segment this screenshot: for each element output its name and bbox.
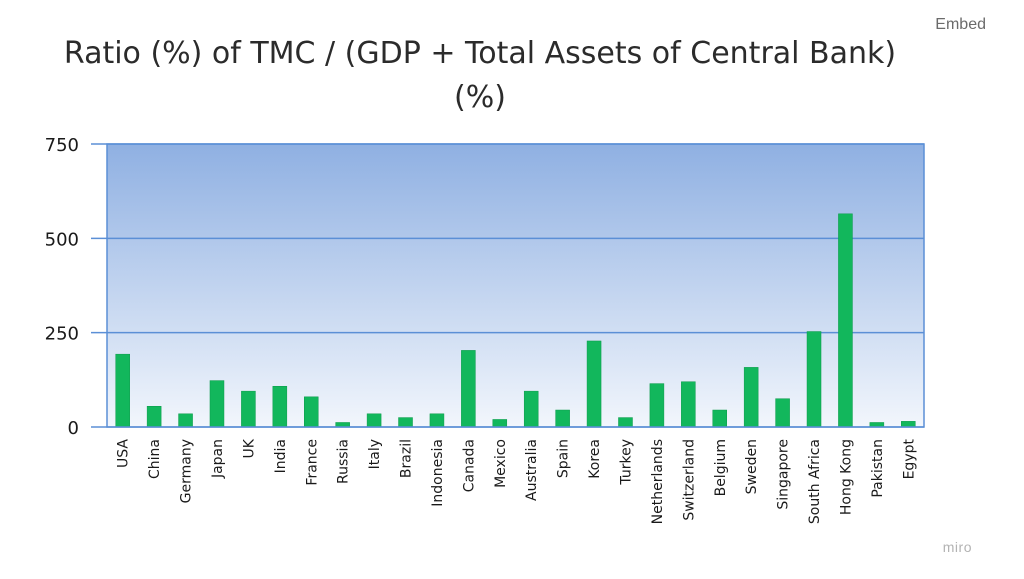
bar-china [146,405,162,428]
x-axis-ticks: USA China Germany Japan UK India France Russia I… [116,438,918,524]
x-tick-label: Russia [336,439,352,484]
bar-india [272,385,288,428]
x-tick-label: Turkey [618,439,634,486]
bar-france [304,396,319,428]
x-tick-label: Sweden [744,439,760,494]
bar-japan [209,380,225,428]
plot-area [107,144,924,427]
bar-switzerland [681,381,696,428]
x-tick-label: Hong Kong [838,439,854,515]
x-tick-label: China [147,439,163,479]
x-tick-label: Italy [367,439,383,469]
x-tick-label: Germany [179,439,195,503]
x-tick-label: Netherlands [650,439,666,524]
bar-mexico [492,419,508,428]
y-tick-label: 500 [45,229,79,250]
chart-title: Ratio (%) of TMC / (GDP + Total Assets o… [63,36,897,115]
bar-hong-kong [838,213,853,428]
bar-belgium [712,409,727,428]
bar-australia [523,390,539,428]
x-tick-label: Indonesia [430,439,446,507]
y-tick-label: 250 [45,324,79,345]
bar-canada [461,350,476,428]
bar-korea [586,340,602,428]
y-tick-label: 0 [68,418,79,439]
miro-watermark: miro [942,539,972,555]
x-tick-label: UK [241,438,257,458]
x-tick-label: Australia [524,439,540,501]
bar-turkey [618,417,633,428]
bar-usa [115,353,130,428]
x-tick-label: Mexico [493,439,509,488]
x-tick-label: France [304,439,320,486]
bar-italy [366,413,382,428]
bar-sweden [743,367,759,428]
bar-spain [555,409,570,428]
x-tick-label: Pakistan [870,439,886,498]
x-tick-label: Spain [556,439,572,478]
x-tick-label: Korea [587,439,603,479]
bar-indonesia [429,413,445,428]
x-tick-label: Brazil [399,439,415,478]
x-tick-label: Belgium [713,439,729,496]
x-tick-label: Egypt [901,439,917,480]
x-tick-label: USA [116,439,132,468]
bar-germany [178,413,193,428]
x-tick-label: Switzerland [681,439,697,521]
y-tick-label: 750 [45,135,79,156]
x-tick-label: India [273,439,289,473]
bar-netherlands [649,383,665,428]
x-tick-label: Canada [461,439,477,492]
embed-button[interactable]: Embed [935,16,986,33]
bar-egypt [901,421,916,428]
plot-frame [106,143,925,428]
bar-uk [241,390,256,428]
bars [115,213,916,428]
x-tick-label: Singapore [776,439,792,510]
bar-brazil [398,417,413,428]
y-axis-ticks: 0 250 500 750 [45,135,79,439]
bar-singapore [775,398,790,428]
x-tick-label: Japan [210,439,226,479]
x-tick-label: South Africa [807,439,823,524]
bar-south-africa [806,331,822,428]
